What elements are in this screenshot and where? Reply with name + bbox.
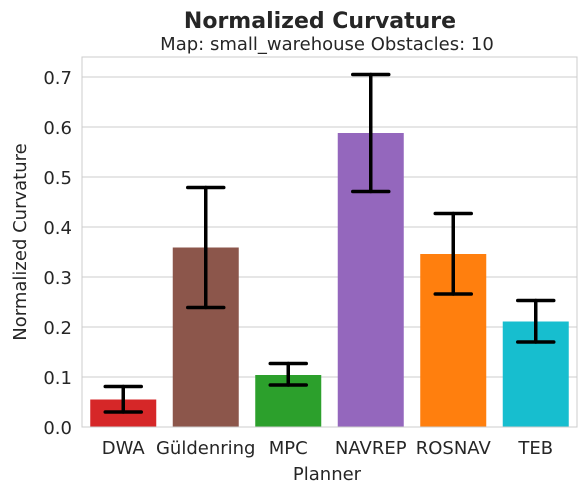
- x-tick-label: ROSNAV: [416, 438, 492, 459]
- chart-title: Normalized Curvature: [184, 9, 456, 34]
- x-tick-label: DWA: [102, 438, 146, 459]
- y-tick-label: 0.7: [43, 68, 72, 89]
- x-tick-label: TEB: [517, 438, 553, 459]
- y-axis-label: Normalized Curvature: [10, 143, 31, 340]
- y-tick-label: 0.6: [43, 118, 72, 139]
- y-tick-labels: 0.0 0.1 0.2 0.3 0.4 0.5 0.6 0.7: [43, 68, 72, 439]
- y-tick-label: 0.1: [43, 368, 72, 389]
- y-tick-label: 0.5: [43, 168, 72, 189]
- y-tick-label: 0.0: [43, 418, 72, 439]
- chart-subtitle: Map: small_warehouse Obstacles: 10: [160, 34, 494, 55]
- x-tick-label: MPC: [269, 438, 308, 459]
- y-tick-label: 0.2: [43, 318, 72, 339]
- x-tick-label: Güldenring: [156, 438, 256, 459]
- error-bars: [105, 75, 554, 413]
- y-tick-label: 0.3: [43, 268, 72, 289]
- x-tick-label: NAVREP: [335, 438, 407, 459]
- x-axis-label: Planner: [293, 464, 362, 485]
- y-tick-label: 0.4: [43, 218, 72, 239]
- x-tick-labels: DWA Güldenring MPC NAVREP ROSNAV TEB: [102, 438, 553, 459]
